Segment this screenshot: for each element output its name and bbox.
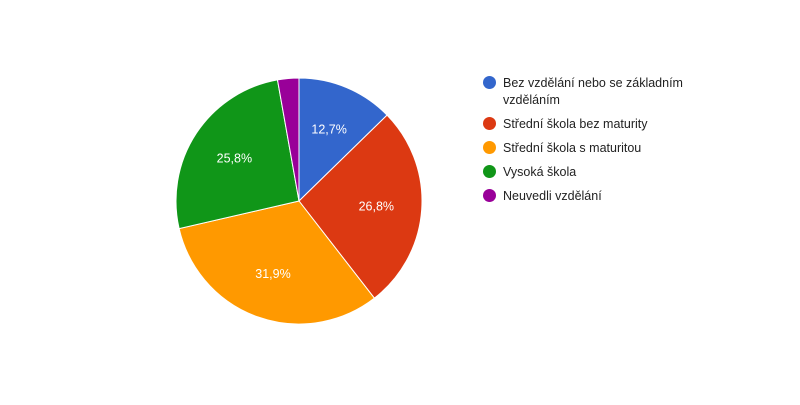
- pie-slice-2: [178, 200, 376, 325]
- legend: Bez vzdělání nebo se základním vzděláním…: [483, 75, 693, 212]
- slice-value-label-0: 12,7%: [311, 123, 346, 137]
- legend-label: Neuvedli vzdělání: [503, 189, 602, 203]
- legend-item-3: Vysoká škola: [483, 164, 693, 181]
- legend-label: Vysoká škola: [503, 165, 577, 179]
- legend-swatch-icon: [483, 165, 496, 178]
- legend-item-2: Střední škola s maturitou: [483, 140, 693, 157]
- legend-label: Bez vzdělání nebo se základním vzděláním: [503, 76, 683, 107]
- legend-swatch-icon: [483, 117, 496, 130]
- legend-item-0: Bez vzdělání nebo se základním vzděláním: [483, 75, 693, 109]
- legend-item-1: Střední škola bez maturity: [483, 116, 693, 133]
- legend-swatch-icon: [483, 141, 496, 154]
- legend-swatch-icon: [483, 189, 496, 202]
- slice-value-label-1: 26,8%: [359, 199, 394, 213]
- slice-value-label-3: 25,8%: [217, 151, 252, 165]
- pie-slice-3: [175, 79, 300, 230]
- legend-label: Střední škola bez maturity: [503, 117, 648, 131]
- legend-label: Střední škola s maturitou: [503, 141, 642, 155]
- pie-slice-4: [276, 77, 300, 202]
- legend-swatch-icon: [483, 76, 496, 89]
- pie-slice-0: [298, 77, 388, 203]
- slice-value-label-2: 31,9%: [255, 267, 290, 281]
- pie-slice-1: [298, 114, 423, 299]
- legend-item-4: Neuvedli vzdělání: [483, 188, 693, 205]
